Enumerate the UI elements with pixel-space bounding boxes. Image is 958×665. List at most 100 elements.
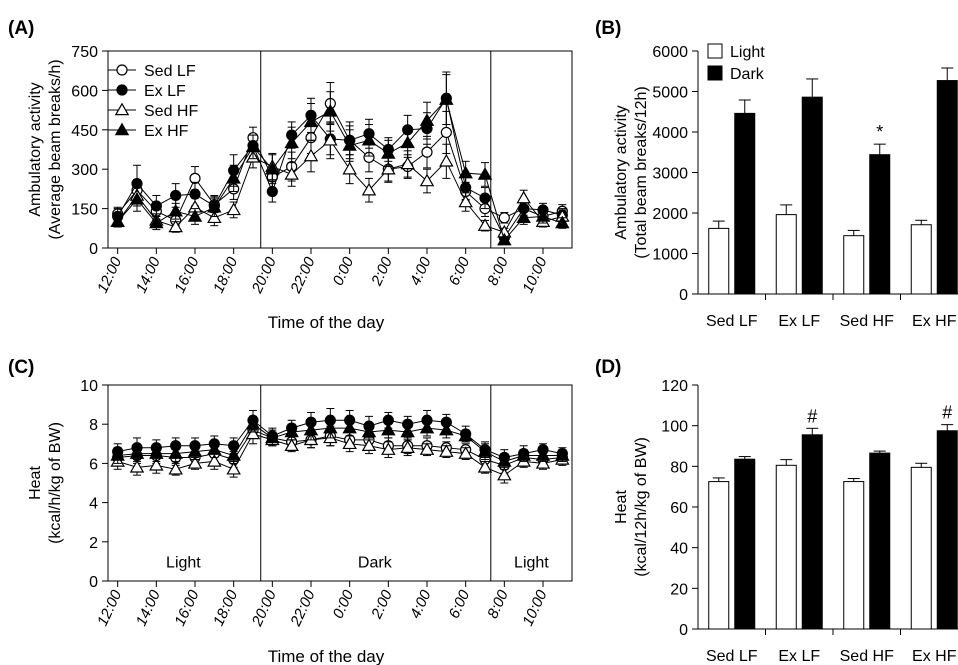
significance-marker: * xyxy=(876,122,883,142)
series-sed-hf xyxy=(110,121,570,238)
phase-label: Light xyxy=(514,554,549,571)
bar xyxy=(936,430,958,630)
x-tick-label: Sed LF xyxy=(706,648,758,665)
bar-light-ex-lf xyxy=(775,459,797,630)
data-point xyxy=(207,454,222,467)
data-point xyxy=(555,448,570,461)
data-point xyxy=(284,438,299,452)
data-point xyxy=(187,455,203,469)
y-axis-label-line: Heat xyxy=(27,466,44,500)
series-line xyxy=(117,419,563,459)
data-point xyxy=(187,444,203,457)
data-point xyxy=(555,215,570,229)
y-axis-label-line: (Average beam breaks/h) xyxy=(47,59,64,239)
data-point xyxy=(168,219,183,233)
y-tick-label: 10 xyxy=(80,378,98,395)
y-tick-label: 20 xyxy=(670,581,688,598)
data-point xyxy=(381,161,396,175)
y-tick-label: 100 xyxy=(661,419,688,436)
data-point xyxy=(207,442,222,455)
data-point xyxy=(207,199,222,213)
data-point xyxy=(361,438,377,452)
data-point xyxy=(266,185,278,198)
data-point xyxy=(439,92,454,105)
data-point xyxy=(284,424,299,438)
x-tick-label: 18:00 xyxy=(210,254,242,296)
data-point xyxy=(419,173,435,187)
legend-marker xyxy=(114,102,130,116)
y-axis-label-line: Ambulatory activity xyxy=(613,105,630,239)
x-tick-label: Sed LF xyxy=(706,313,758,330)
x-tick-label: 12:00 xyxy=(94,254,126,296)
data-point xyxy=(226,461,241,475)
bar xyxy=(843,235,865,295)
plot-frame xyxy=(107,50,573,249)
bar xyxy=(910,224,932,295)
y-axis-label-line: Ambulatory activity xyxy=(27,82,44,216)
y-tick-label: 0 xyxy=(89,574,98,591)
bar-light-sed-lf xyxy=(708,477,730,630)
data-point xyxy=(170,189,182,202)
data-point xyxy=(342,138,357,151)
data-point xyxy=(149,446,164,459)
series-line xyxy=(117,429,563,466)
x-tick-label: 4:00 xyxy=(407,254,435,288)
significance-marker: # xyxy=(807,406,817,426)
data-point xyxy=(458,165,473,179)
bar xyxy=(801,434,823,630)
data-point xyxy=(245,139,261,153)
bar-dark-ex-lf xyxy=(801,427,823,630)
data-point xyxy=(150,200,162,212)
x-tick-label: Ex HF xyxy=(912,648,957,665)
panel-d: (D) 0 20 40 60 80 100 120 Heat (kcal/12h/kg of BW… xyxy=(595,357,958,665)
data-point xyxy=(458,446,473,459)
significance-marker: # xyxy=(942,403,952,423)
data-point xyxy=(342,420,357,434)
series-ex-hf xyxy=(110,415,570,470)
panel-letter: (D) xyxy=(595,357,621,378)
bar xyxy=(708,227,730,295)
data-point xyxy=(400,440,415,453)
data-point xyxy=(477,459,493,473)
legend-label: Light xyxy=(730,44,765,61)
bar-light-ex-hf xyxy=(910,219,932,295)
data-point xyxy=(226,202,241,216)
x-tick-label: 22:00 xyxy=(287,254,319,297)
series-line xyxy=(117,139,563,233)
data-point xyxy=(419,442,435,455)
data-point xyxy=(110,214,125,227)
data-point xyxy=(226,170,241,184)
x-tick-label: 18:00 xyxy=(210,587,242,629)
x-axis-label: Time of the day xyxy=(268,313,385,332)
data-point xyxy=(497,454,512,467)
legend-label: Sed LF xyxy=(144,63,196,80)
data-point xyxy=(400,424,415,438)
y-tick-label: 4000 xyxy=(652,125,688,142)
data-point xyxy=(421,146,433,158)
y-tick-label: 150 xyxy=(71,202,98,219)
x-tick-label: 8:00 xyxy=(484,254,512,288)
data-point xyxy=(535,448,551,461)
panel-letter: (A) xyxy=(8,18,34,39)
bar xyxy=(936,80,958,295)
data-point xyxy=(226,448,241,461)
data-point xyxy=(361,132,377,146)
y-axis-label-line: Heat xyxy=(613,490,630,524)
bar-dark-sed-hf xyxy=(869,450,891,630)
data-point xyxy=(497,232,512,246)
data-point xyxy=(498,212,510,224)
legend-swatch xyxy=(707,65,723,81)
data-point xyxy=(342,161,357,175)
x-tick-label: 10:00 xyxy=(519,254,551,296)
data-point xyxy=(516,210,531,224)
x-tick-label: 8:00 xyxy=(484,587,512,621)
y-tick-label: 2000 xyxy=(652,206,688,223)
bar xyxy=(801,96,823,295)
legend-marker xyxy=(114,122,130,136)
legend-label: Ex LF xyxy=(144,83,186,100)
x-tick-label: 14:00 xyxy=(133,254,165,296)
phase-label: Light xyxy=(166,554,201,571)
x-tick-label: 4:00 xyxy=(407,587,435,621)
y-tick-label: 0 xyxy=(679,622,688,639)
